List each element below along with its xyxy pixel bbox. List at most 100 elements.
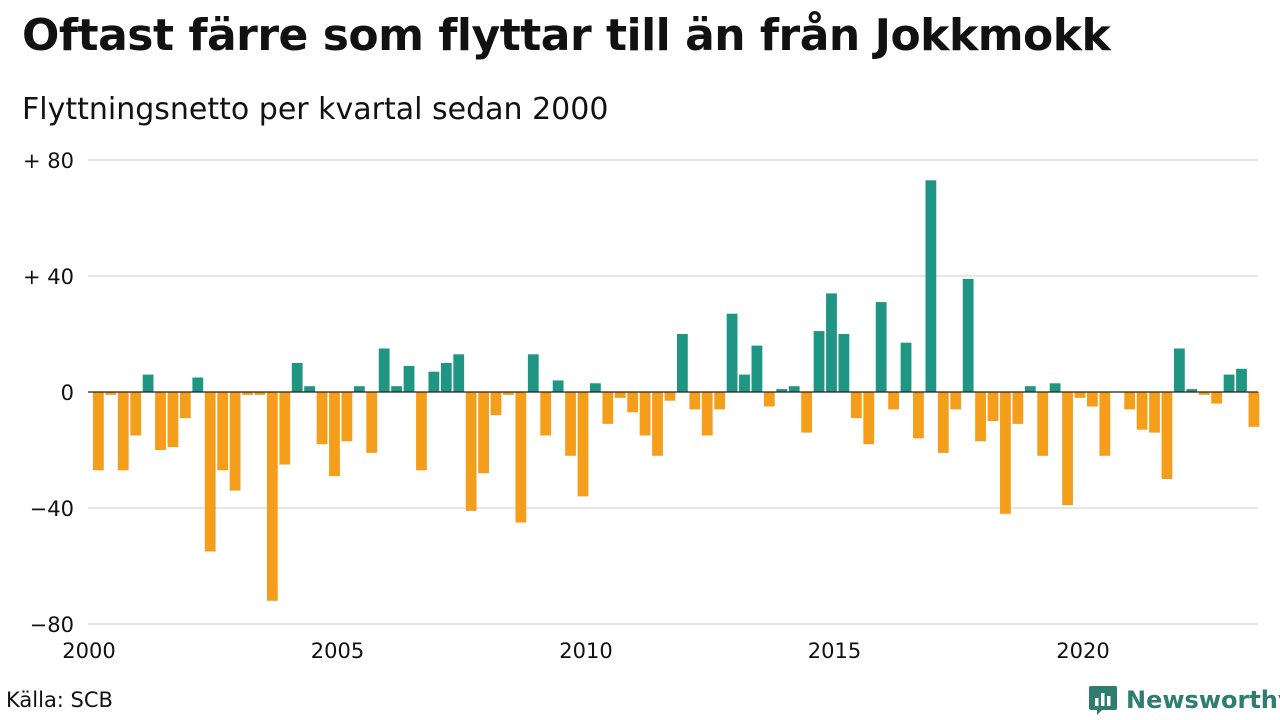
bar bbox=[142, 374, 154, 392]
bar bbox=[179, 392, 191, 419]
bar bbox=[1062, 392, 1073, 506]
bar bbox=[751, 345, 763, 392]
bar bbox=[1074, 392, 1086, 398]
bar bbox=[1173, 348, 1185, 392]
bar bbox=[105, 392, 117, 395]
chart-subtitle: Flyttningsnetto per kvartal sedan 2000 bbox=[22, 92, 609, 127]
bar bbox=[801, 392, 813, 433]
bar bbox=[1236, 368, 1247, 392]
bar bbox=[565, 392, 576, 456]
x-axis-labels: 2000 2005 2010 2015 2020 bbox=[62, 639, 1109, 663]
x-tick-label: 2005 bbox=[311, 639, 364, 663]
bar bbox=[1136, 392, 1148, 430]
bar bbox=[1024, 386, 1036, 392]
bar bbox=[602, 392, 614, 424]
bar bbox=[155, 392, 166, 450]
bar bbox=[937, 392, 949, 453]
brand-logo: Newsworthy bbox=[1088, 684, 1280, 716]
bar bbox=[1211, 392, 1223, 404]
x-tick-label: 2020 bbox=[1056, 639, 1109, 663]
bar bbox=[714, 392, 726, 410]
bar bbox=[353, 386, 365, 392]
bar bbox=[229, 392, 241, 491]
bar bbox=[391, 386, 402, 392]
bar bbox=[689, 392, 701, 410]
bar bbox=[167, 392, 179, 448]
bar bbox=[204, 392, 216, 552]
bar bbox=[304, 386, 316, 392]
bar bbox=[416, 392, 427, 471]
bar bbox=[701, 392, 713, 436]
bar bbox=[1087, 392, 1098, 407]
bar bbox=[850, 392, 862, 419]
bar bbox=[1049, 383, 1061, 392]
y-tick-label: + 40 bbox=[23, 265, 74, 289]
bar bbox=[1099, 392, 1111, 456]
bar bbox=[652, 392, 663, 456]
newsworthy-logo-icon bbox=[1089, 686, 1117, 715]
bar bbox=[875, 302, 887, 392]
bar bbox=[378, 348, 390, 392]
bar bbox=[987, 392, 999, 421]
bar bbox=[763, 392, 775, 407]
bar bbox=[93, 392, 104, 471]
bar bbox=[913, 392, 924, 439]
bar bbox=[838, 334, 850, 392]
bar bbox=[788, 386, 800, 392]
bar bbox=[739, 374, 750, 392]
bar bbox=[1149, 392, 1160, 433]
bar bbox=[1012, 392, 1024, 424]
bar bbox=[341, 392, 353, 442]
bar bbox=[254, 392, 266, 395]
bar bbox=[515, 392, 527, 523]
bar bbox=[266, 392, 278, 601]
bar bbox=[726, 313, 738, 392]
y-tick-label: + 80 bbox=[23, 149, 74, 173]
y-tick-label: −80 bbox=[30, 613, 74, 637]
bar bbox=[1124, 392, 1136, 410]
x-tick-label: 2010 bbox=[559, 639, 612, 663]
x-tick-label: 2000 bbox=[62, 639, 115, 663]
bar bbox=[590, 383, 601, 392]
bars bbox=[93, 180, 1260, 601]
brand-name: Newsworthy bbox=[1126, 686, 1280, 714]
bar bbox=[1037, 392, 1049, 456]
bar bbox=[490, 392, 502, 416]
bar bbox=[639, 392, 651, 436]
bar bbox=[440, 363, 452, 392]
y-axis-labels: + 80 + 40 0 −40 −80 bbox=[23, 149, 74, 637]
bar bbox=[577, 392, 589, 497]
bar bbox=[540, 392, 552, 436]
y-tick-label: 0 bbox=[61, 381, 74, 405]
bar bbox=[279, 392, 291, 465]
bar bbox=[316, 392, 328, 445]
bar bbox=[614, 392, 626, 398]
bar bbox=[1223, 374, 1235, 392]
bar bbox=[627, 392, 639, 413]
bar bbox=[900, 342, 912, 392]
bar bbox=[503, 392, 514, 395]
bar bbox=[465, 392, 477, 511]
bar bbox=[192, 377, 204, 392]
bar bbox=[453, 354, 465, 392]
bar bbox=[863, 392, 875, 445]
y-tick-label: −40 bbox=[30, 497, 74, 521]
bar bbox=[888, 392, 899, 410]
bar bbox=[403, 365, 415, 392]
bar bbox=[130, 392, 142, 436]
bar bbox=[117, 392, 129, 471]
bar bbox=[552, 380, 564, 392]
bar bbox=[962, 278, 974, 392]
bar bbox=[291, 363, 303, 392]
chart-title: Oftast färre som flyttar till än från Jo… bbox=[22, 10, 1111, 61]
bar bbox=[366, 392, 378, 453]
bar bbox=[925, 180, 937, 392]
bar-chart: + 80 + 40 0 −40 −80 2000 2005 2010 2015 2020 bbox=[23, 149, 1260, 663]
bar bbox=[826, 293, 837, 392]
source-note: Källa: SCB bbox=[6, 688, 113, 712]
gridlines bbox=[88, 159, 1258, 625]
bar bbox=[975, 392, 986, 442]
bar bbox=[217, 392, 229, 471]
bar bbox=[242, 392, 253, 395]
bar bbox=[329, 392, 340, 477]
